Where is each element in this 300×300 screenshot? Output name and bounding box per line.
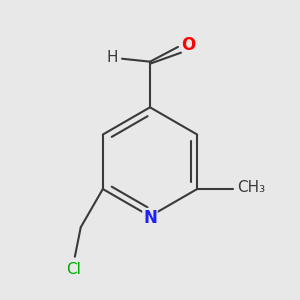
Text: H: H [106, 50, 118, 65]
Text: Cl: Cl [66, 262, 81, 277]
Text: N: N [143, 209, 157, 227]
Text: O: O [182, 37, 196, 55]
Text: CH₃: CH₃ [237, 180, 265, 195]
